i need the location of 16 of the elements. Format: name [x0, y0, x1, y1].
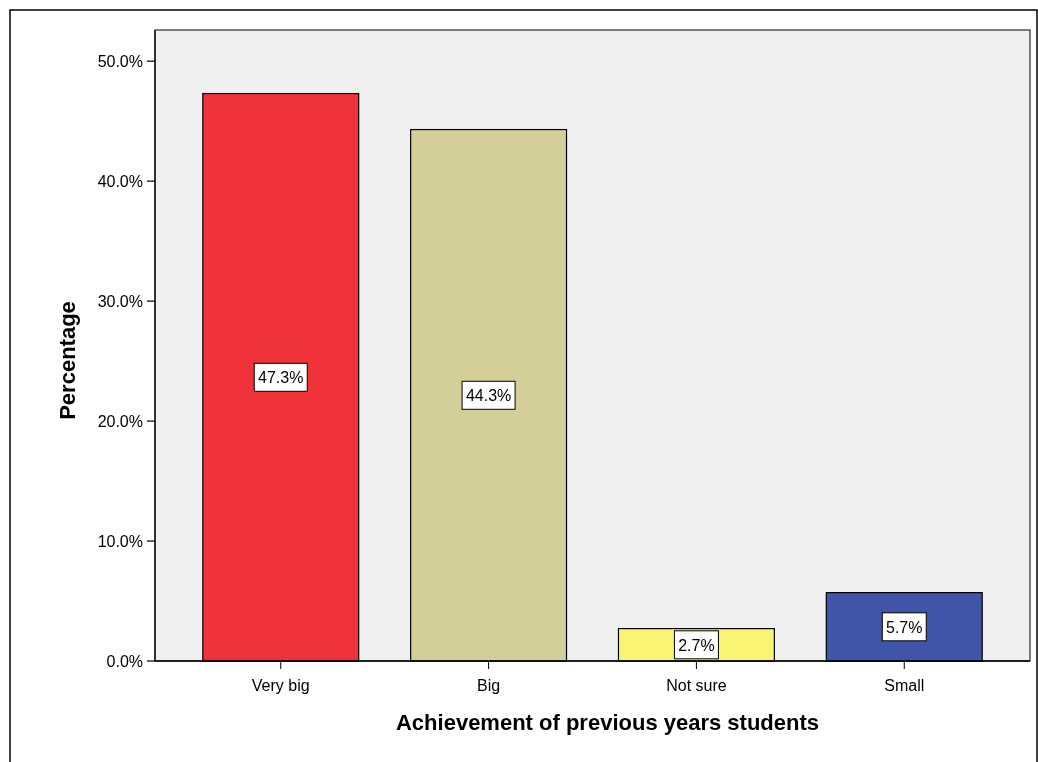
y-tick-label: 0.0% — [106, 653, 143, 670]
y-tick-label: 50.0% — [97, 53, 143, 71]
x-tick-label: Small — [884, 677, 925, 694]
y-tick-label: 20.0% — [97, 413, 143, 431]
y-axis-title: Percentage — [55, 301, 80, 420]
x-axis-title: Achievement of previous years students — [395, 710, 820, 735]
data-label: 44.3% — [465, 387, 512, 405]
y-tick-label: 30.0% — [97, 293, 143, 311]
data-label: 5.7% — [886, 618, 923, 636]
x-tick-label: Big — [477, 677, 501, 694]
data-label: 2.7% — [678, 636, 715, 654]
y-tick-label: 10.0% — [97, 533, 143, 551]
y-tick-label: 40.0% — [97, 173, 143, 191]
data-label: 47.3% — [258, 369, 304, 387]
x-tick-label: Very big — [251, 677, 310, 694]
x-tick-label: Not sure — [666, 677, 727, 694]
